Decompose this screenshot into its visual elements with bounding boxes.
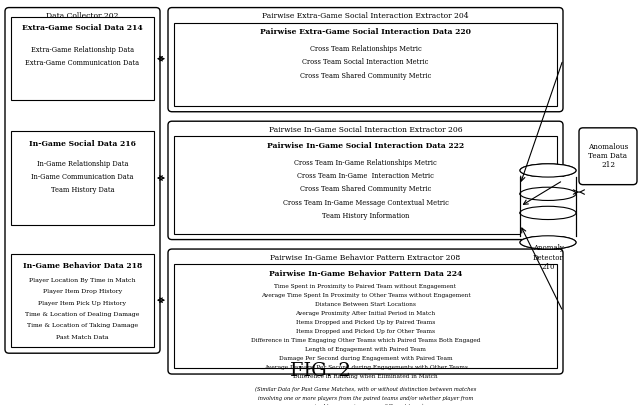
Text: Pairwise In-Game Social Interaction Data 222: Pairwise In-Game Social Interaction Data… xyxy=(267,142,464,150)
Ellipse shape xyxy=(520,206,576,220)
Text: Time Spent in Proximity to Paired Team without Engagement: Time Spent in Proximity to Paired Team w… xyxy=(275,284,456,290)
Text: paired team was in same or different team): paired team was in same or different tea… xyxy=(308,404,423,405)
Text: Extra-Game Social Data 214: Extra-Game Social Data 214 xyxy=(22,24,143,32)
Text: Difference in Ranking when Eliminated in Match: Difference in Ranking when Eliminated in… xyxy=(293,374,438,379)
Bar xyxy=(11,254,154,347)
Text: Pairwise In-Game Social Interaction Extractor 206: Pairwise In-Game Social Interaction Extr… xyxy=(269,126,462,134)
Ellipse shape xyxy=(520,187,576,200)
Bar xyxy=(11,131,154,225)
Bar xyxy=(174,136,557,234)
Text: Distance Between Start Locations: Distance Between Start Locations xyxy=(315,303,416,307)
FancyBboxPatch shape xyxy=(168,8,563,112)
Text: In-Game Behavior Data 218: In-Game Behavior Data 218 xyxy=(23,262,142,270)
Text: Items Dropped and Picked Up for Other Teams: Items Dropped and Picked Up for Other Te… xyxy=(296,329,435,335)
Text: Cross Team In-Game Relationships Metric: Cross Team In-Game Relationships Metric xyxy=(294,159,437,167)
Text: Extra-Game Relationship Data: Extra-Game Relationship Data xyxy=(31,46,134,54)
FancyBboxPatch shape xyxy=(5,8,160,353)
Text: (Similar Data for Past Game Matches, with or without distinction between matches: (Similar Data for Past Game Matches, wit… xyxy=(255,387,476,392)
Ellipse shape xyxy=(520,187,576,200)
Text: Time & Location of Taking Damage: Time & Location of Taking Damage xyxy=(27,323,138,328)
Text: Extra-Game Communication Data: Extra-Game Communication Data xyxy=(26,60,140,68)
Text: Cross Team In-Game Message Contextual Metric: Cross Team In-Game Message Contextual Me… xyxy=(283,198,449,207)
Text: Items Dropped and Picked Up by Paired Teams: Items Dropped and Picked Up by Paired Te… xyxy=(296,320,435,325)
Text: Player Location By Time in Match: Player Location By Time in Match xyxy=(29,278,136,283)
Text: Data Collector 202: Data Collector 202 xyxy=(46,12,119,20)
Text: Anomaly
Detector
210: Anomaly Detector 210 xyxy=(532,244,563,271)
Text: Length of Engagement with Paired Team: Length of Engagement with Paired Team xyxy=(305,347,426,352)
Text: Player Item Drop History: Player Item Drop History xyxy=(43,289,122,294)
Text: Average Proximity After Initial Period in Match: Average Proximity After Initial Period i… xyxy=(296,311,436,316)
Ellipse shape xyxy=(520,164,576,177)
Text: Time & Location of Dealing Damage: Time & Location of Dealing Damage xyxy=(26,312,140,317)
Bar xyxy=(174,23,557,106)
Text: Team History Data: Team History Data xyxy=(51,186,115,194)
Text: involving one or more players from the paired teams and/or whether player from: involving one or more players from the p… xyxy=(258,396,473,401)
Text: Cross Team Shared Community Metric: Cross Team Shared Community Metric xyxy=(300,72,431,80)
Text: Average Time Spent In Proximity to Other Teams without Engagement: Average Time Spent In Proximity to Other… xyxy=(260,293,470,298)
Text: Pairwise Extra-Game Social Interaction Data 220: Pairwise Extra-Game Social Interaction D… xyxy=(260,28,471,36)
FancyBboxPatch shape xyxy=(168,249,563,374)
FancyBboxPatch shape xyxy=(168,121,563,240)
Text: Pairwise Extra-Game Social Interaction Extractor 204: Pairwise Extra-Game Social Interaction E… xyxy=(262,12,469,20)
Ellipse shape xyxy=(520,164,576,177)
Bar xyxy=(11,17,154,100)
Text: FIG. 2: FIG. 2 xyxy=(290,362,350,380)
Text: In-Game Social Data 216: In-Game Social Data 216 xyxy=(29,140,136,148)
Bar xyxy=(520,177,576,236)
Text: In-Game Communication Data: In-Game Communication Data xyxy=(31,173,134,181)
Text: Average Damage Per Second during Engagements with Other Teams: Average Damage Per Second during Engagem… xyxy=(264,365,467,371)
Text: Cross Team Social Interaction Metric: Cross Team Social Interaction Metric xyxy=(302,58,429,66)
Text: Damage Per Second during Engagement with Paired Team: Damage Per Second during Engagement with… xyxy=(278,356,452,361)
Text: In-Game Relationship Data: In-Game Relationship Data xyxy=(36,160,128,168)
Text: Cross Team Relationships Metric: Cross Team Relationships Metric xyxy=(310,45,421,53)
Text: Anomalous
Team Data
212: Anomalous Team Data 212 xyxy=(588,143,628,169)
Text: Past Match Data: Past Match Data xyxy=(56,335,109,340)
Ellipse shape xyxy=(520,236,576,249)
Bar xyxy=(174,264,557,369)
Text: Cross Team In-Game  Interaction Metric: Cross Team In-Game Interaction Metric xyxy=(297,172,434,180)
Text: Team History Information: Team History Information xyxy=(322,212,409,220)
Ellipse shape xyxy=(520,206,576,220)
Text: Pairwise In-Game Behavior Pattern Extractor 208: Pairwise In-Game Behavior Pattern Extrac… xyxy=(270,254,461,262)
Text: Pairwise In-Game Behavior Pattern Data 224: Pairwise In-Game Behavior Pattern Data 2… xyxy=(269,270,462,278)
Text: Player Item Pick Up History: Player Item Pick Up History xyxy=(38,301,127,305)
FancyBboxPatch shape xyxy=(579,128,637,185)
Text: Difference in Time Engaging Other Teams which Paired Teams Both Engaged: Difference in Time Engaging Other Teams … xyxy=(251,339,480,343)
Text: Cross Team Shared Community Metric: Cross Team Shared Community Metric xyxy=(300,185,431,193)
Ellipse shape xyxy=(520,236,576,249)
